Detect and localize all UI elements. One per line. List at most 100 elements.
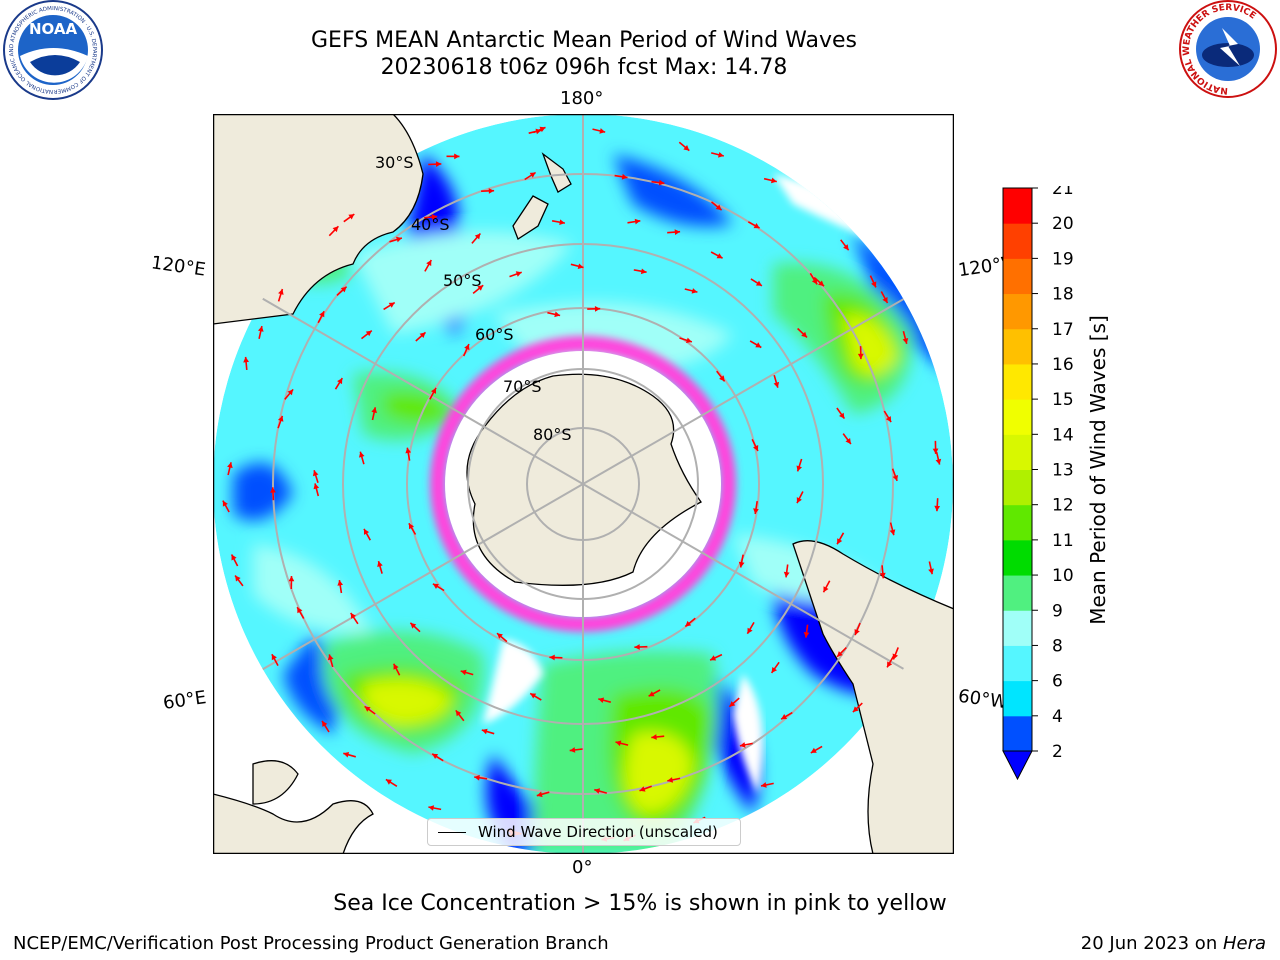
- wave-arrow-head: [549, 654, 555, 661]
- wave-arrow-head: [222, 500, 228, 507]
- wave-arrow-head: [431, 387, 436, 394]
- wave-arrow-head: [755, 342, 762, 348]
- wave-arrow-head: [739, 742, 746, 748]
- wave-arrow-head: [554, 311, 561, 318]
- wave-arrow-head: [371, 407, 377, 414]
- wave-arrow-head: [594, 306, 601, 312]
- wave-arrow-head: [287, 389, 294, 396]
- colorbar-bin: [1003, 715, 1032, 752]
- wave-arrow-head: [651, 734, 657, 740]
- wave-arrow-head: [337, 378, 343, 385]
- wave-arrow-head: [686, 337, 692, 343]
- polar-map: 30°S 40°S 50°S 60°S 70°S 80°S: [213, 114, 954, 854]
- wave-arrow-head: [935, 458, 942, 465]
- wave-arrow-head: [536, 791, 543, 798]
- wave-arrow-head: [408, 523, 414, 530]
- wave-arrow-head: [388, 302, 395, 308]
- colorbar-tick-label: 18: [1052, 285, 1074, 305]
- wave-arrow-head: [747, 627, 753, 634]
- wave-arrow-head: [577, 263, 584, 269]
- colorbar-extend-triangle: [1002, 750, 1033, 781]
- colorbar-label: Mean Period of Wind Waves [s]: [1086, 315, 1110, 625]
- footer-credit: NCEP/EMC/Verification Post Processing Pr…: [13, 933, 609, 954]
- colorbar-tick-label: 4: [1052, 707, 1063, 727]
- lon-label-180: 180°: [560, 88, 604, 109]
- colorbar-tick-label: 20: [1052, 214, 1074, 234]
- map-legend: Wind Wave Direction (unscaled): [427, 818, 741, 846]
- wave-arrow-head: [477, 285, 484, 291]
- wave-arrow-head: [781, 714, 788, 720]
- colorbar-tick-label: 11: [1052, 531, 1074, 551]
- wave-arrow-head: [529, 172, 536, 178]
- wave-arrow-head: [615, 740, 622, 747]
- wave-arrow-head: [710, 655, 717, 661]
- wave-arrow-head: [343, 752, 350, 758]
- wave-arrow-head: [729, 701, 736, 707]
- lat-label-40s: 40°S: [411, 215, 450, 234]
- colorbar-tick-label: 10: [1052, 566, 1074, 586]
- wave-arrow-head: [319, 311, 325, 318]
- wave-arrow-head: [340, 286, 347, 293]
- map-title: GEFS MEAN Antarctic Mean Period of Wind …: [311, 28, 857, 53]
- wave-arrow-head: [718, 152, 724, 158]
- wave-arrow-head: [278, 289, 284, 295]
- wave-arrow-head: [773, 381, 780, 388]
- wave-arrow-head: [364, 706, 371, 712]
- wave-arrow-head: [892, 475, 898, 481]
- wave-arrow-head: [839, 412, 845, 419]
- colorbar-bin: [1003, 434, 1032, 470]
- wave-arrow-head: [796, 497, 802, 504]
- wave-arrow-head: [755, 280, 762, 286]
- wave-arrow-head: [837, 538, 843, 545]
- wave-arrow-head: [854, 629, 860, 636]
- wave-arrow-head: [852, 706, 859, 713]
- wave-arrow-head: [350, 612, 356, 619]
- wave-arrow-head: [235, 575, 241, 582]
- colorbar-tick-label: 12: [1052, 496, 1074, 516]
- wave-arrow-head: [410, 622, 417, 629]
- wave-arrow-head: [474, 233, 481, 240]
- wave-arrow-head: [385, 779, 392, 785]
- wave-arrow-head: [796, 465, 802, 472]
- wave-arrow-head: [810, 747, 817, 753]
- wave-arrow-head: [771, 667, 777, 673]
- wave-arrow-head: [481, 728, 488, 735]
- lon-label-0: 0°: [572, 857, 593, 878]
- wave-arrow-head: [932, 448, 939, 454]
- wave-arrow-head: [348, 214, 355, 220]
- wave-arrow-head: [271, 654, 277, 661]
- colorbar-tick-label: 16: [1052, 355, 1074, 375]
- wave-arrow-head: [648, 691, 655, 697]
- footer-date: 20 Jun 2023 on Hera: [1081, 933, 1266, 954]
- colorbar-bin: [1003, 363, 1032, 400]
- wave-arrow-head: [393, 663, 399, 670]
- wave-arrow-head: [435, 161, 442, 167]
- wave-arrow-head: [460, 669, 467, 676]
- wave-arrow-head: [882, 297, 888, 303]
- wave-arrow-head: [716, 253, 723, 259]
- wave-arrow-head: [432, 753, 439, 759]
- lon-label-120e: 120°E: [149, 252, 207, 281]
- colorbar-tick-label: 17: [1052, 320, 1074, 340]
- lat-label-30s: 30°S: [375, 153, 414, 172]
- wave-arrow-head: [753, 445, 759, 451]
- wave-arrow-head: [337, 580, 343, 586]
- wave-arrow-head: [640, 268, 647, 275]
- lat-label-70s: 70°S: [503, 377, 542, 396]
- colorbar-bin: [1003, 188, 1032, 224]
- wave-arrow-head: [594, 788, 601, 794]
- wave-arrow-head: [639, 786, 646, 792]
- colorbar-bin: [1003, 258, 1032, 295]
- wave-arrow-head: [405, 447, 412, 454]
- sea-ice-caption: Sea Ice Concentration > 15% is shown in …: [333, 891, 947, 916]
- wave-arrow-head: [364, 528, 370, 535]
- wave-arrow-head: [327, 654, 334, 661]
- wave-arrow-head: [658, 179, 665, 186]
- wave-arrow-head: [497, 633, 503, 639]
- lat-label-60s: 60°S: [475, 325, 514, 344]
- wave-arrow-head: [871, 281, 877, 288]
- colorbar-bin: [1003, 610, 1032, 646]
- wave-arrow-head: [258, 326, 264, 332]
- colorbar-bin: [1003, 645, 1032, 682]
- wave-arrow-head: [312, 470, 319, 477]
